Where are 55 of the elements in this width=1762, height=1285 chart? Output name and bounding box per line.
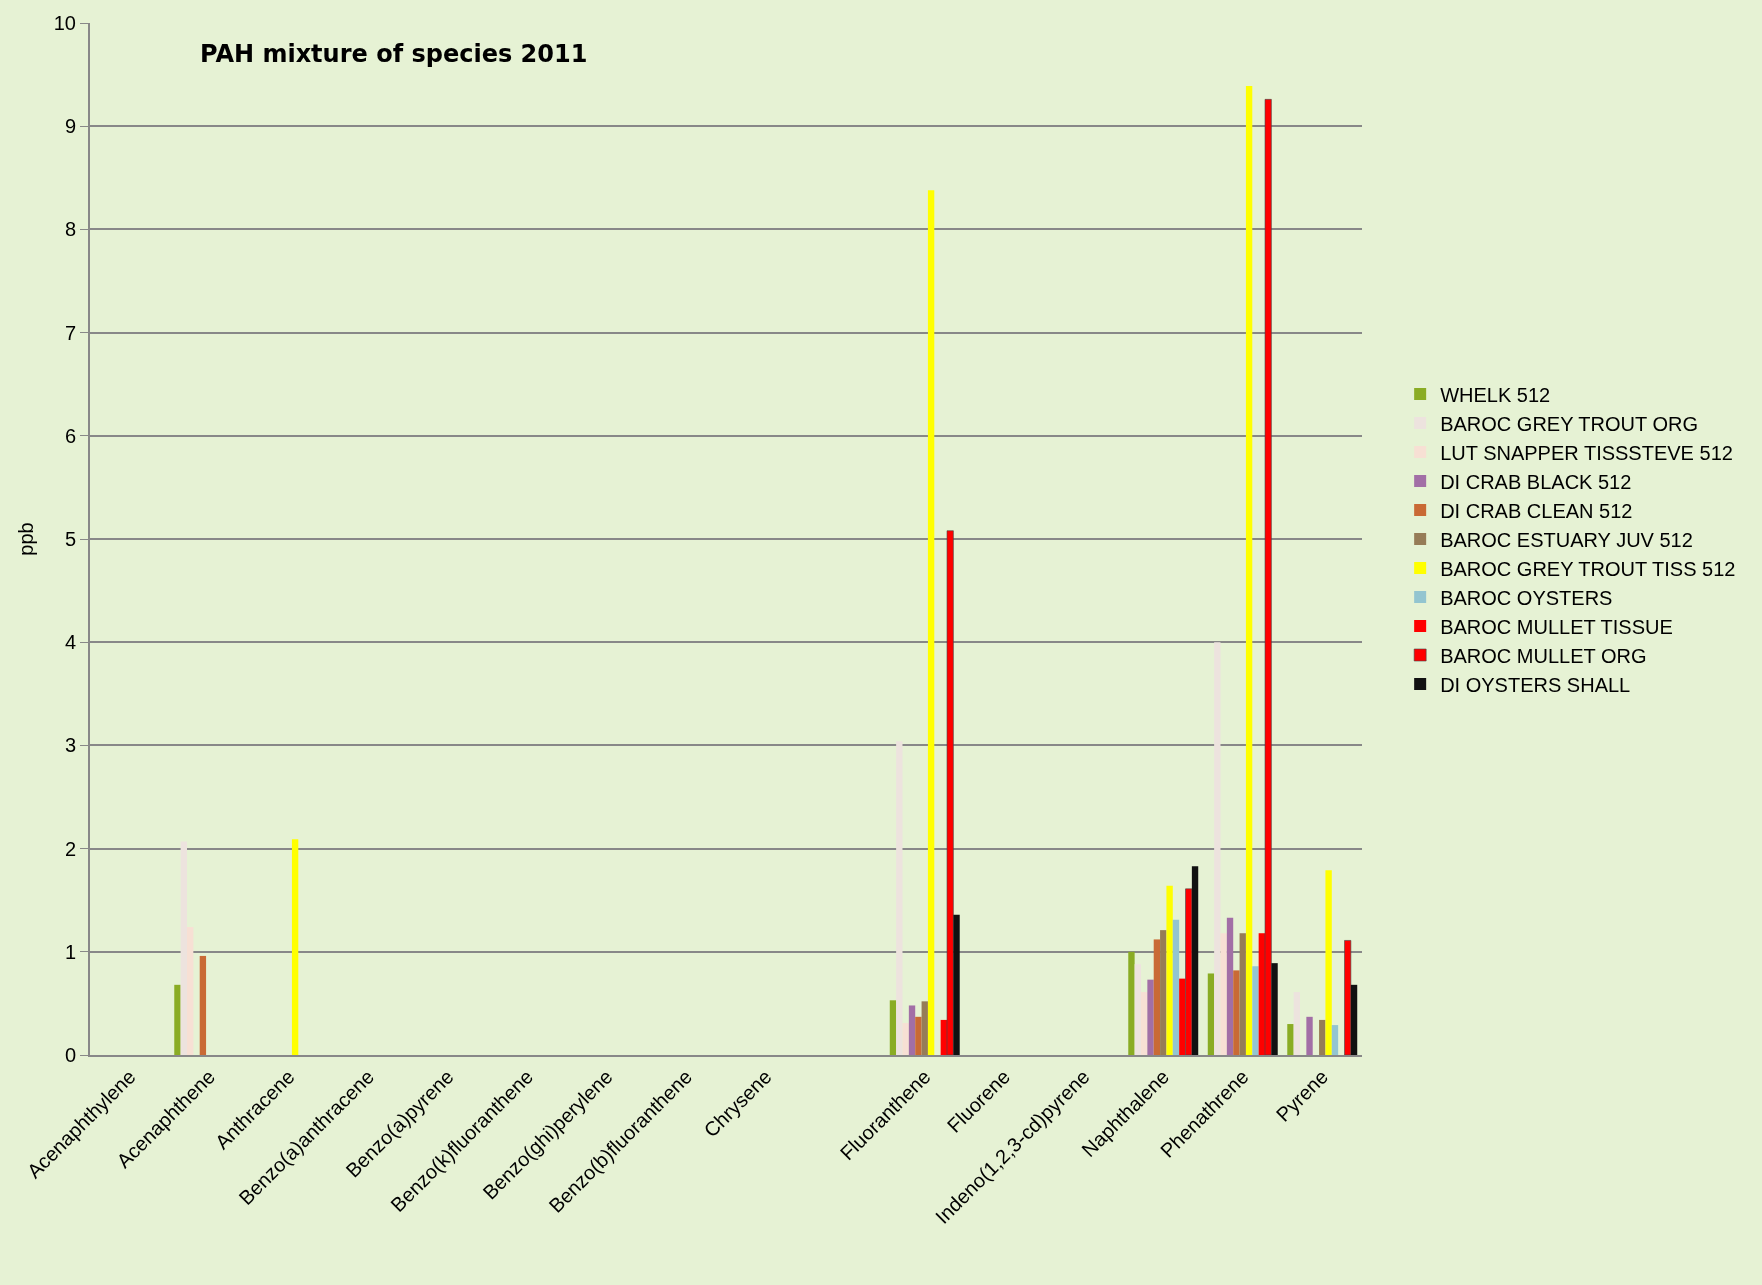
y-tick-label: 6 — [64, 424, 76, 447]
bar — [1239, 933, 1246, 1055]
bar — [889, 1000, 897, 1055]
bar — [1252, 966, 1259, 1055]
y-tick-label: 7 — [64, 321, 76, 344]
legend-label: DI CRAB BLACK 512 — [1440, 470, 1632, 493]
y-tick-label: 8 — [64, 218, 76, 241]
bar — [1325, 870, 1332, 1055]
bar — [1191, 866, 1199, 1055]
legend-label: BAROC GREY TROUT ORG — [1440, 412, 1698, 435]
y-tick-label: 1 — [64, 940, 76, 963]
bar — [1207, 973, 1215, 1055]
bar — [1306, 1016, 1313, 1055]
y-tick-label: 2 — [64, 837, 76, 860]
bar — [1245, 85, 1253, 1055]
bar — [1350, 984, 1358, 1055]
bar — [1147, 979, 1154, 1055]
bar — [1271, 963, 1278, 1055]
legend-label: BAROC OYSTERS — [1440, 586, 1613, 609]
legend-label: BAROC GREY TROUT TISS 512 — [1440, 557, 1736, 580]
bar — [291, 839, 299, 1055]
bar — [927, 190, 935, 1055]
bar — [1287, 1024, 1294, 1055]
bar — [1319, 1019, 1326, 1055]
bar — [174, 984, 181, 1055]
legend-label: WHELK 512 — [1440, 383, 1551, 406]
bar — [1293, 992, 1300, 1055]
bar — [908, 1005, 916, 1055]
y-tick-label: 3 — [64, 734, 76, 757]
y-tick-label: 0 — [64, 1044, 76, 1066]
y-tick-label: 4 — [64, 631, 76, 654]
bar — [1153, 939, 1161, 1055]
y-tick-label: 9 — [64, 115, 76, 138]
bar — [1233, 970, 1240, 1055]
legend-label: BAROC MULLET TISSUE — [1440, 615, 1673, 638]
y-tick-label: 5 — [64, 528, 76, 550]
bar — [1226, 917, 1234, 1055]
text: PAH mixture of species 2011 — [200, 40, 588, 68]
bar — [1344, 940, 1352, 1055]
bar — [915, 1016, 922, 1055]
legend-label: LUT SNAPPER TISSSTEVE 512 — [1440, 441, 1733, 464]
y-axis-title: ppb — [14, 522, 37, 556]
bar — [1128, 951, 1135, 1055]
bar — [1172, 919, 1180, 1055]
bar — [1331, 1025, 1339, 1055]
bar — [921, 1001, 928, 1055]
bar — [199, 955, 207, 1055]
bar — [1166, 885, 1173, 1055]
legend-label: DI OYSTERS SHALL — [1440, 673, 1631, 696]
bar — [1160, 930, 1167, 1055]
legend-label: BAROC ESTUARY JUV 512 — [1440, 528, 1693, 551]
legend-label: DI CRAB CLEAN 512 — [1440, 499, 1633, 522]
y-tick-label: 10 — [53, 12, 76, 34]
legend-label: BAROC MULLET ORG — [1440, 644, 1647, 667]
bar — [953, 914, 960, 1055]
